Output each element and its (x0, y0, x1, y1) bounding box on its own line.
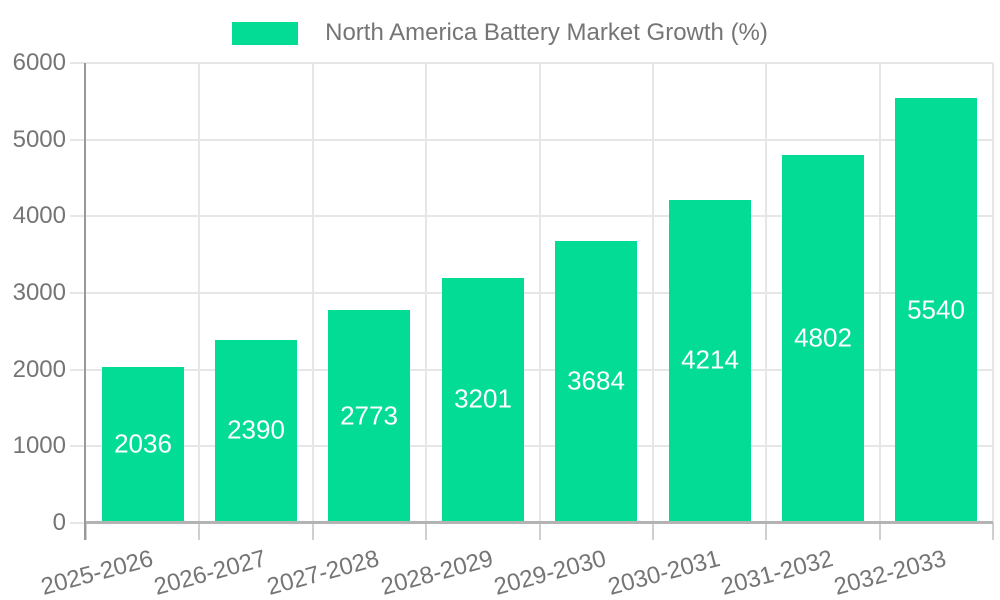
x-tick (312, 523, 314, 540)
y-tick-label: 5000 (12, 125, 66, 153)
x-tick (85, 523, 87, 540)
x-category-label: 2025-2026 (38, 545, 156, 600)
h-gridline (70, 292, 993, 294)
v-gridline (198, 63, 200, 523)
x-category-label: 2030-2031 (605, 545, 723, 600)
x-axis-line (86, 521, 993, 524)
y-tick-label: 6000 (12, 49, 66, 76)
y-tick-label: 1000 (12, 432, 66, 460)
h-gridline (70, 445, 993, 447)
y-tick-label: 4000 (12, 202, 66, 230)
x-category-label: 2032-2033 (831, 545, 949, 600)
bar-value-label: 2773 (340, 400, 398, 431)
bar (782, 155, 864, 521)
bar (555, 241, 637, 521)
v-gridline (539, 63, 541, 523)
x-tick (539, 523, 541, 540)
y-tick-label: 3000 (12, 279, 66, 306)
bar-value-label: 2390 (227, 414, 285, 445)
h-gridline (70, 62, 993, 64)
bar-value-label: 2036 (114, 428, 172, 459)
x-tick (198, 523, 200, 540)
v-gridline (879, 63, 881, 523)
bar (442, 278, 524, 521)
bar-value-label: 4802 (794, 322, 852, 353)
x-category-label: 2029-2030 (491, 545, 609, 600)
x-category-label: 2028-2029 (378, 545, 496, 600)
legend-label: North America Battery Market Growth (%) (325, 19, 768, 46)
x-tick (425, 523, 427, 540)
x-category-label: 2026-2027 (151, 545, 269, 600)
bar (895, 98, 977, 521)
y-tick (70, 522, 86, 524)
y-tick-label: 0 (52, 509, 66, 536)
v-gridline (652, 63, 654, 523)
v-gridline (425, 63, 427, 523)
v-gridline (992, 63, 994, 523)
x-tick (652, 523, 654, 540)
legend-item[interactable]: North America Battery Market Growth (%) (0, 19, 1000, 47)
y-axis-line (84, 63, 86, 540)
bar (328, 310, 410, 521)
bar-value-label: 4214 (681, 344, 739, 375)
bar (215, 340, 297, 521)
v-gridline (312, 63, 314, 523)
h-gridline (70, 369, 993, 371)
bar-value-label: 3201 (454, 383, 512, 414)
legend-swatch (232, 21, 299, 45)
x-tick (879, 523, 881, 540)
v-gridline (765, 63, 767, 523)
bar-value-label: 5540 (907, 294, 965, 325)
x-tick (992, 523, 994, 540)
x-category-label: 2027-2028 (264, 545, 382, 600)
x-category-label: 2031-2032 (718, 545, 836, 600)
x-tick (765, 523, 767, 540)
h-gridline (70, 139, 993, 141)
bar (669, 200, 751, 521)
bar-value-label: 3684 (567, 365, 625, 396)
h-gridline (70, 215, 993, 217)
bar (102, 367, 184, 521)
y-tick-label: 2000 (12, 355, 66, 383)
